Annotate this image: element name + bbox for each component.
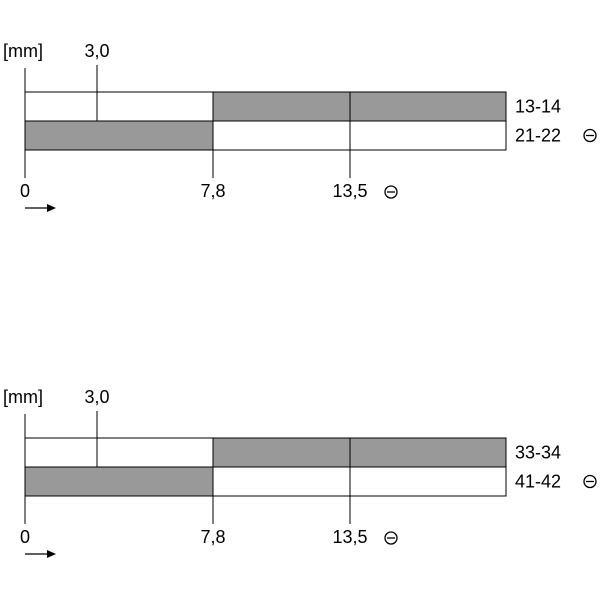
contact-segment xyxy=(212,120,351,151)
direction-arrow-head xyxy=(47,204,56,212)
contact-segment xyxy=(212,466,351,497)
contact-segment xyxy=(212,91,351,122)
bottom-mark-label: 0 xyxy=(20,181,30,201)
bottom-mark-label: 13,5 xyxy=(332,181,367,201)
contact-segment xyxy=(349,466,507,497)
bottom-mark-label: 7,8 xyxy=(200,181,225,201)
direction-arrow-head xyxy=(47,550,56,558)
travel-diagram: 33-34 41-42 3,0 [mm] 0 7,8 13,5 xyxy=(3,387,597,558)
travel-diagram: 13-14 21-22 3,0 [mm] 0 7,8 13,5 xyxy=(3,41,597,212)
top-mark-label: 3,0 xyxy=(84,41,109,61)
bottom-mark-label: 7,8 xyxy=(200,527,225,547)
contact-segment xyxy=(349,91,507,122)
direction-icon xyxy=(384,185,398,199)
bottom-mark-label: 13,5 xyxy=(332,527,367,547)
direction-icon xyxy=(583,128,597,143)
unit-label: [mm] xyxy=(3,387,43,407)
top-mark-label: 3,0 xyxy=(84,387,109,407)
direction-icon xyxy=(384,531,398,545)
bottom-mark-label: 0 xyxy=(20,527,30,547)
unit-label: [mm] xyxy=(3,41,43,61)
contact-segment xyxy=(24,120,214,151)
contact-segment xyxy=(24,466,214,497)
direction-icon xyxy=(583,474,597,489)
contact-label: 21-22 xyxy=(515,125,561,145)
contact-label: 13-14 xyxy=(515,96,561,116)
contact-label: 41-42 xyxy=(515,471,561,491)
contact-segment xyxy=(24,91,214,122)
contact-label: 33-34 xyxy=(515,442,561,462)
contact-segment xyxy=(349,120,507,151)
contact-segment xyxy=(349,437,507,468)
contact-segment xyxy=(212,437,351,468)
contact-segment xyxy=(24,437,214,468)
